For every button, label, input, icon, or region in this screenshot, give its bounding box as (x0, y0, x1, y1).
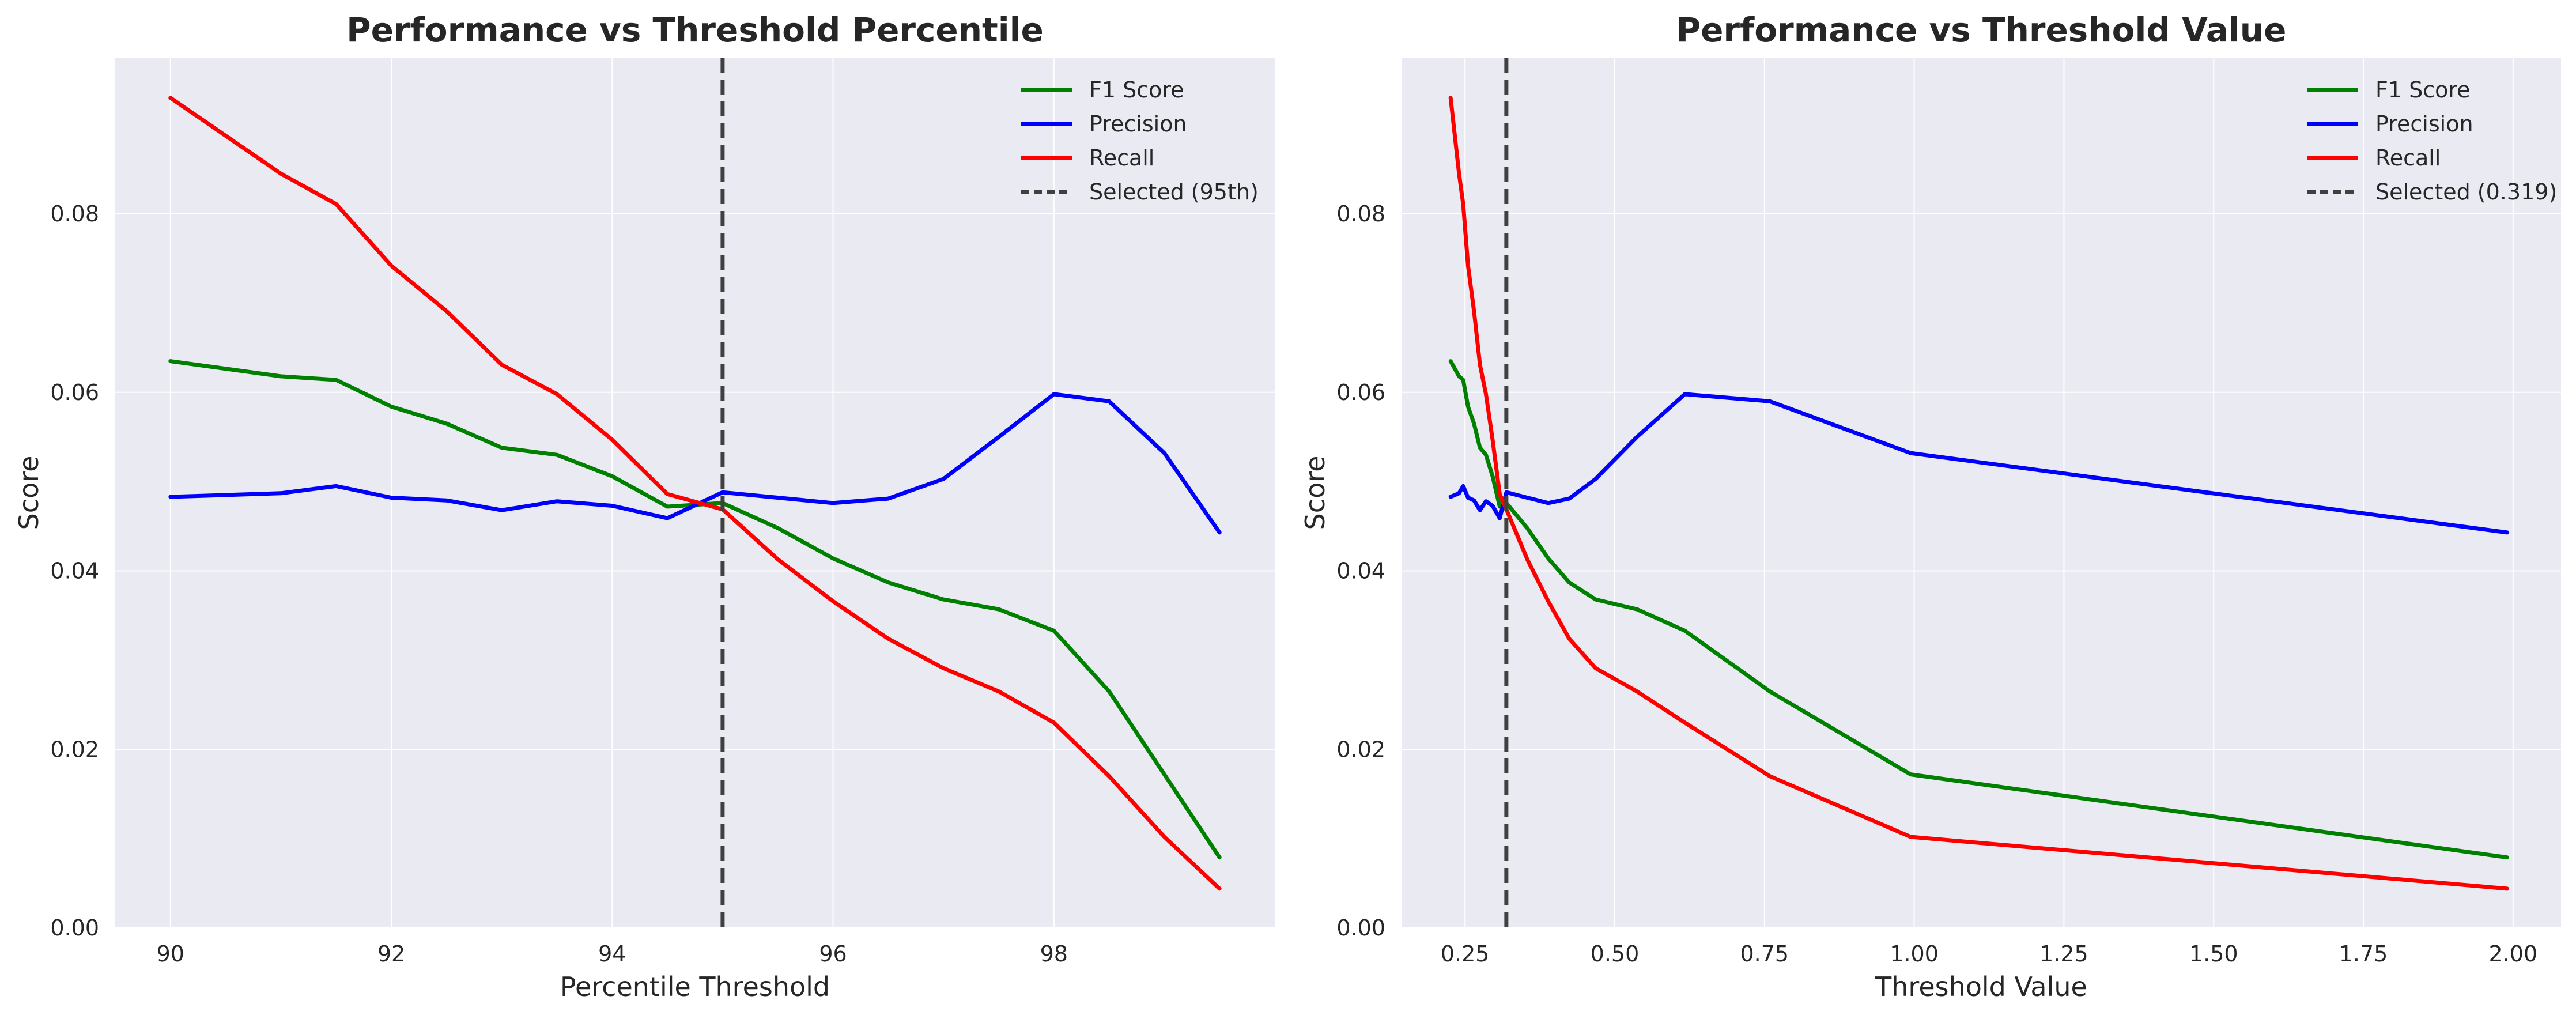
chart-percentile: 90 92 94 96 98 0.00 0.02 0.04 0.06 0.08 Performa… (13, 10, 1275, 1002)
y-axis-label: Score (1300, 456, 1331, 530)
y-tick-label: 0.06 (1336, 380, 1385, 405)
x-tick-labels: 0.25 0.50 0.75 1.00 1.25 1.50 1.75 2.00 (1441, 941, 2537, 967)
y-axis-label: Score (13, 456, 44, 530)
x-tick-label: 1.25 (2039, 941, 2088, 967)
x-tick-label: 1.50 (2189, 941, 2238, 967)
legend-label: Recall (1089, 145, 1154, 171)
y-tick-label: 0.00 (50, 915, 99, 941)
y-tick-label: 0.02 (1336, 737, 1385, 762)
chart-title: Performance vs Threshold Value (1676, 10, 2287, 50)
legend: F1 Score Precision Recall Selected (0.319) (2307, 77, 2557, 205)
y-tick-label: 0.04 (1336, 558, 1385, 584)
x-tick-label: 0.75 (1740, 941, 1789, 967)
legend-label: Selected (0.319) (2375, 179, 2557, 205)
series-line-precision (1448, 392, 2509, 535)
legend: F1 Score Precision Recall Selected (95th) (1021, 77, 1259, 205)
y-tick-label: 0.08 (1336, 201, 1385, 227)
y-tick-labels: 0.00 0.02 0.04 0.06 0.08 (50, 201, 99, 941)
legend-label: Precision (2375, 111, 2473, 137)
y-tick-label: 0.08 (50, 201, 99, 227)
y-tick-labels: 0.00 0.02 0.04 0.06 0.08 (1336, 201, 1385, 941)
x-tick-label: 0.50 (1591, 941, 1640, 967)
legend-label: F1 Score (1089, 77, 1184, 103)
x-tick-label: 0.25 (1441, 941, 1490, 967)
y-tick-label: 0.00 (1336, 915, 1385, 941)
x-tick-label: 98 (1040, 941, 1068, 967)
x-tick-label: 94 (598, 941, 626, 967)
y-tick-label: 0.04 (50, 558, 99, 584)
x-tick-label: 1.75 (2339, 941, 2388, 967)
x-axis-label: Threshold Value (1875, 971, 2087, 1002)
x-tick-label: 96 (819, 941, 847, 967)
plot-area (115, 58, 1275, 928)
series-line-precision (168, 392, 1222, 535)
x-tick-label: 90 (157, 941, 184, 967)
x-tick-labels: 90 92 94 96 98 (157, 941, 1068, 967)
x-tick-label: 2.00 (2489, 941, 2538, 967)
y-tick-label: 0.06 (50, 380, 99, 405)
legend-label: Recall (2375, 145, 2441, 171)
legend-label: Selected (95th) (1089, 179, 1259, 205)
y-tick-label: 0.02 (50, 737, 99, 762)
x-axis-label: Percentile Threshold (560, 971, 830, 1002)
chart-threshold-value: 0.25 0.50 0.75 1.00 1.25 1.50 1.75 2.00 0.000.0… (1300, 10, 2561, 1002)
legend-label: Precision (1089, 111, 1187, 137)
legend-label: F1 Score (2375, 77, 2471, 103)
x-tick-label: 1.00 (1890, 941, 1939, 967)
x-tick-label: 92 (377, 941, 405, 967)
chart-title: Performance vs Threshold Percentile (346, 10, 1044, 50)
